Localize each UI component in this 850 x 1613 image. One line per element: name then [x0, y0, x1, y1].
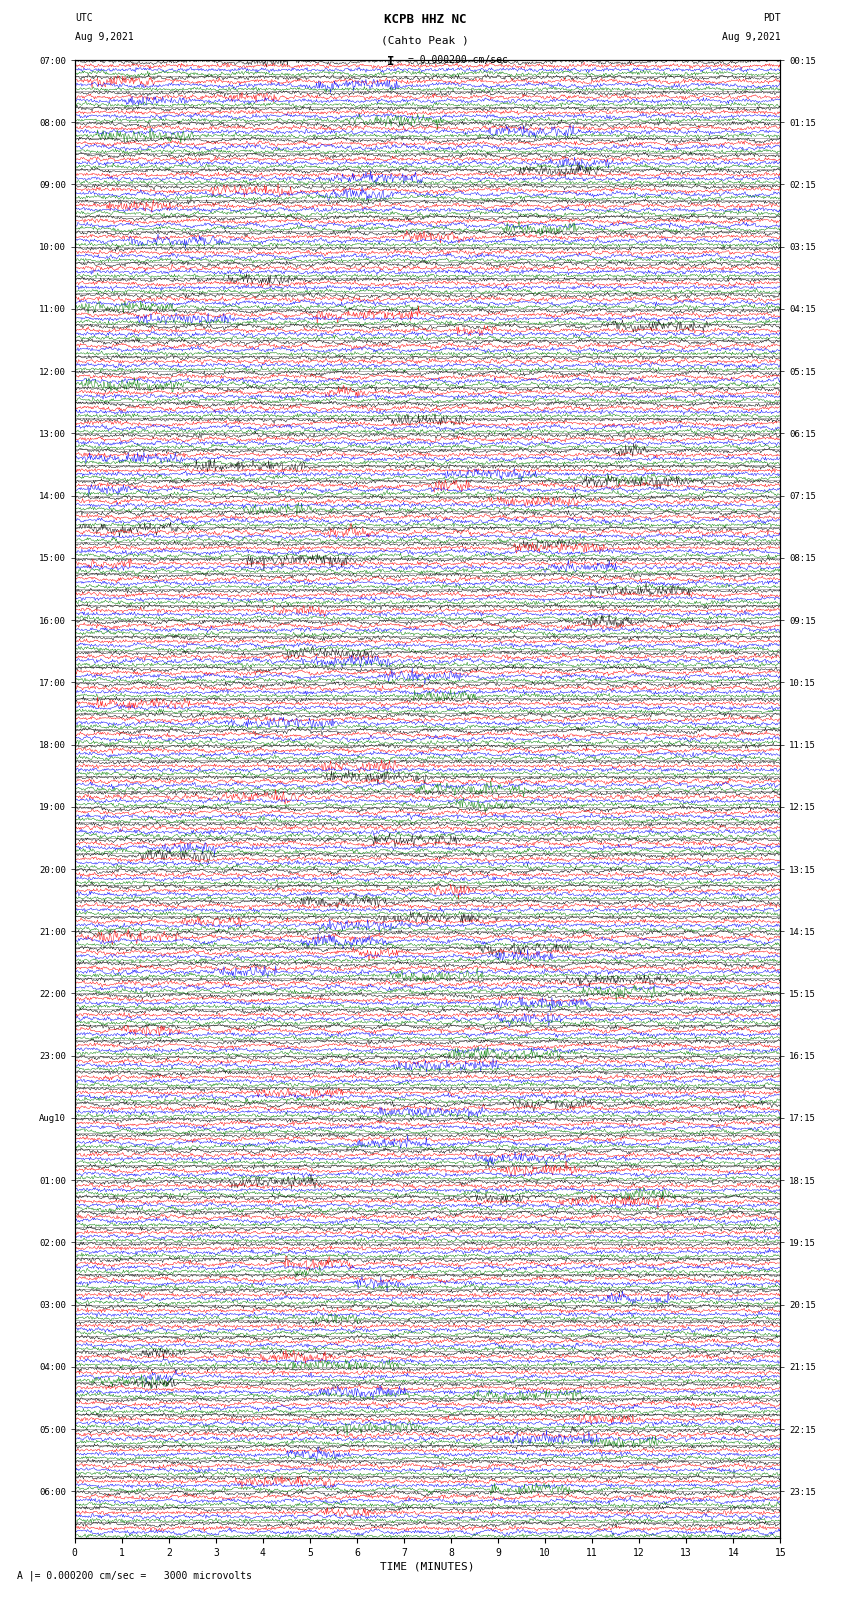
- Text: = 0.000200 cm/sec: = 0.000200 cm/sec: [408, 55, 507, 65]
- Text: KCPB HHZ NC: KCPB HHZ NC: [383, 13, 467, 26]
- Text: UTC: UTC: [75, 13, 93, 23]
- Text: (Cahto Peak ): (Cahto Peak ): [381, 35, 469, 45]
- Text: A |= 0.000200 cm/sec =   3000 microvolts: A |= 0.000200 cm/sec = 3000 microvolts: [17, 1569, 252, 1581]
- Text: PDT: PDT: [762, 13, 780, 23]
- Text: Aug 9,2021: Aug 9,2021: [722, 32, 780, 42]
- Text: Aug 9,2021: Aug 9,2021: [75, 32, 133, 42]
- Text: I: I: [388, 55, 394, 68]
- X-axis label: TIME (MINUTES): TIME (MINUTES): [380, 1561, 475, 1573]
